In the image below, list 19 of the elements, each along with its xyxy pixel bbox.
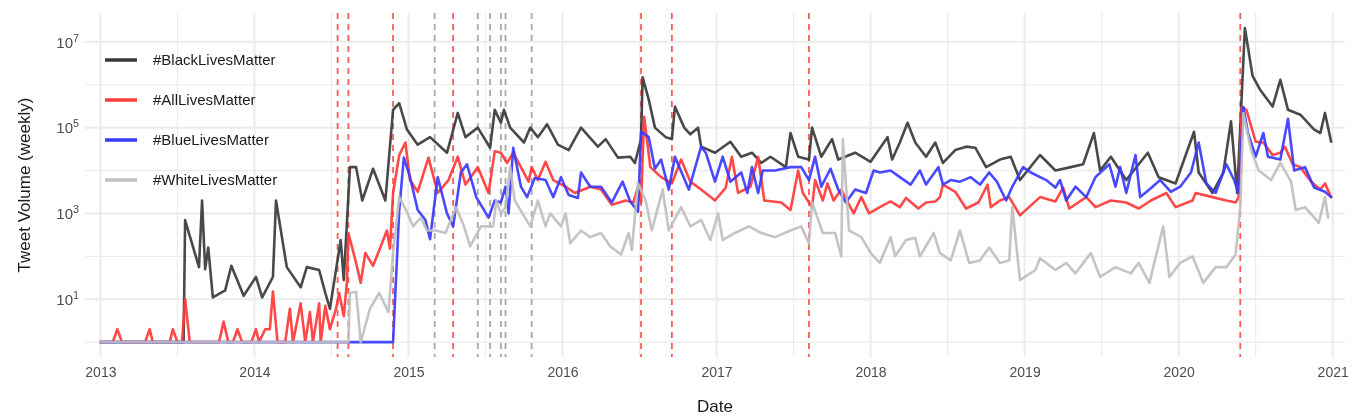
y-tick-label: 10$^{5}$ (56, 117, 79, 137)
x-tick-label: 2017 (701, 363, 733, 380)
y-tick-label: 10$^{1}$ (56, 288, 79, 308)
x-tick-label: 2015 (393, 363, 425, 380)
legend-label: #WhiteLivesMatter (153, 171, 278, 189)
x-axis-title: Date (697, 397, 733, 416)
legend-label: #AllLivesMatter (153, 91, 256, 109)
x-tick-label: 2014 (239, 363, 271, 380)
y-tick-label: 10$^{7}$ (56, 31, 79, 51)
legend-label: #BlackLivesMatter (153, 51, 276, 69)
x-tick-label: 2016 (547, 363, 579, 380)
x-tick-label: 2018 (855, 363, 887, 380)
y-axis-title: Tweet Volume (weekly) (15, 97, 34, 273)
x-tick-label: 2020 (1163, 363, 1195, 380)
x-tick-label: 2013 (85, 363, 117, 380)
legend-label: #BlueLivesMatter (153, 131, 269, 149)
x-tick-label: 2019 (1009, 363, 1041, 380)
x-tick-label: 2021 (1317, 363, 1349, 380)
y-tick-label: 10$^{3}$ (56, 203, 79, 223)
